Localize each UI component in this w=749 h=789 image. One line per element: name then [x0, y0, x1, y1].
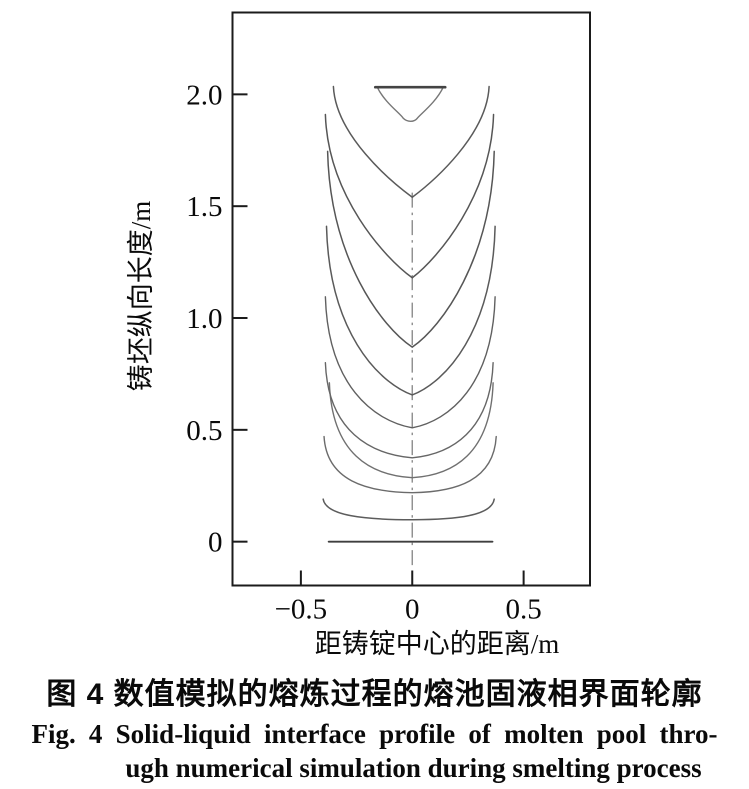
- caption-english-line2: ugh numerical simulation during smelting…: [125, 753, 702, 783]
- y-axis-ticks: 0 0.5 1.0 1.5 2.0: [186, 79, 248, 559]
- interface-profile-10: [332, 85, 490, 199]
- interface-profile-6: [324, 296, 496, 429]
- y-tick-label: 1.0: [186, 303, 222, 335]
- caption-english-line1: Fig. 4 Solid-liquid interface profile of…: [31, 719, 718, 749]
- y-tick-label: 2.0: [186, 79, 222, 111]
- interface-profile-2: [322, 498, 495, 521]
- interface-profile-3: [323, 435, 497, 494]
- x-tick-label: 0: [405, 594, 420, 626]
- interface-profile-4: [328, 382, 494, 479]
- interface-profile-8: [326, 150, 495, 348]
- final-molten-pool-outline: [373, 85, 447, 122]
- x-axis-title: 距铸锭中心的距离/m: [315, 629, 560, 659]
- interface-profile-5: [324, 362, 494, 459]
- plot-frame: [231, 11, 591, 587]
- y-tick-label: 1.5: [186, 191, 222, 223]
- final-pool-sides: [376, 86, 444, 122]
- x-axis-ticks: −0.5 0 0.5: [275, 570, 542, 626]
- contour-plot: 0 0.5 1.0 1.5 2.0 −0.5 0 0.5 铸坯纵向长度/m 距铸锭中心的距离…: [126, 11, 591, 659]
- interface-profile-9: [324, 113, 495, 279]
- y-axis-title: 铸坯纵向长度/m: [126, 201, 156, 392]
- x-tick-label: −0.5: [275, 594, 328, 626]
- x-tick-label: 0.5: [505, 594, 541, 626]
- caption-chinese: 图 4 数值模拟的熔炼过程的熔池固液相界面轮廓: [46, 678, 703, 711]
- y-tick-label: 0.5: [186, 415, 222, 447]
- interface-profile-7: [325, 225, 496, 396]
- y-tick-label: 0: [208, 527, 223, 559]
- interface-profile-curves: [322, 85, 497, 543]
